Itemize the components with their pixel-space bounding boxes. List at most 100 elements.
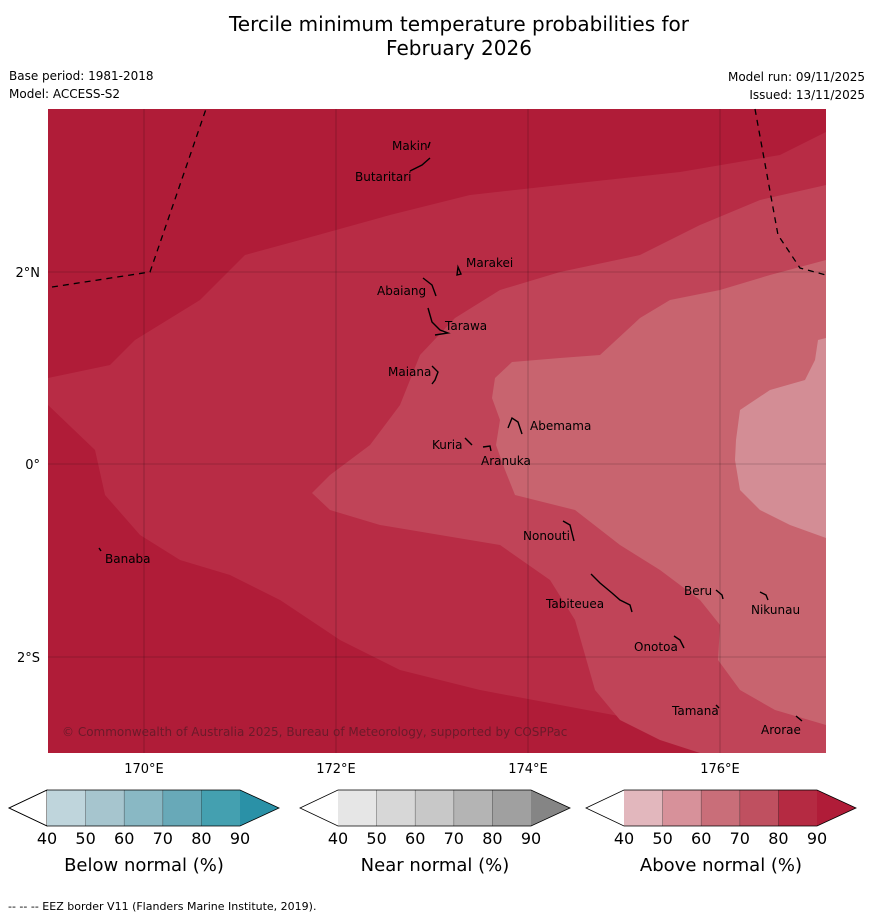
colorbar-below-normal: 40 50 60 70 80 90 Below normal (%) [8,789,280,876]
colorbar-above-segment-80-90 [778,790,817,826]
probability-field [48,109,826,753]
colorbar-above-tick-80: 80 [768,829,788,848]
eez-footnote: -- -- -- EEZ border V11 (Flanders Marine… [8,900,317,913]
colorbar-below-tick-70: 70 [153,829,173,848]
colorbar-below-tick-50: 50 [75,829,95,848]
island-abemama [507,416,523,435]
colorbar-near-segment-40-50 [338,790,377,826]
model-name: Model: ACCESS-S2 [9,87,121,101]
copyright-notice: © Commonwealth of Australia 2025, Bureau… [62,725,567,739]
colorbar-below-segment-50-60 [85,790,125,826]
colorbar-above-outline [585,789,857,827]
zone-above-60 [492,260,826,725]
colorbar-near-tick-60: 60 [405,829,425,848]
island-beru [715,589,724,600]
colorbar-above-segment-70-80 [739,790,779,826]
island-labels: Makin Butaritari Marakei Abaiang Tarawa … [105,139,801,737]
colorbar-above-tick-60: 60 [691,829,711,848]
zone-above-50 [735,338,826,538]
label-nikunau: Nikunau [751,603,800,617]
colorbar-below-tick-80: 80 [191,829,211,848]
label-abaiang: Abaiang [377,284,426,298]
island-maiana [431,365,439,385]
model-run: Model run: 09/11/2025 [727,70,865,84]
title-line-2: February 2026 [386,36,532,60]
label-abemama: Abemama [530,419,591,433]
lon-label-174e: 174°E [508,762,548,777]
colorbar-below-tick-60: 60 [114,829,134,848]
colorbar-near-segment-70-80 [453,790,493,826]
eez-borders [51,108,827,288]
island-nonouti [562,520,575,542]
colorbar-above-segment-50-60 [662,790,702,826]
colorbar-near-tick-70: 70 [444,829,464,848]
island-banaba [98,547,102,552]
colorbar-below-tick-90: 90 [230,829,250,848]
colorbar-above-segment-40-50 [624,790,663,826]
lon-label-170e: 170°E [124,762,164,777]
label-makin: Makin [392,139,428,153]
lon-label-176e: 176°E [700,762,740,777]
label-banaba: Banaba [105,552,151,566]
title-line-1: Tercile minimum temperature probabilitie… [228,12,690,36]
colorbar-above-tick-50: 50 [652,829,672,848]
island-arorae [795,715,803,722]
colorbar-above-max-arrow [817,790,856,826]
latitude-labels: 2°N 0° 2°S [16,266,41,666]
colorbar-above-min-arrow [586,790,624,826]
island-abaiang [422,277,437,297]
colorbar-below-max-arrow [240,790,279,826]
label-onotoa: Onotoa [634,640,678,654]
label-butaritari: Butaritari [355,170,412,184]
colorbar-above-tick-40: 40 [614,829,634,848]
island-tabiteuea [590,573,633,613]
label-arorae: Arorae [761,723,801,737]
colorbar-near-min-arrow [300,790,338,826]
island-onotoa [673,635,685,649]
label-aranuka: Aranuka [481,454,531,468]
label-tabiteuea: Tabiteuea [545,597,604,611]
colorbar-near-title: Near normal (%) [361,855,510,876]
colorbar-near-segment-60-70 [415,790,454,826]
label-maiana: Maiana [388,365,431,379]
lon-label-172e: 172°E [316,762,356,777]
colorbar-below-title: Below normal (%) [64,855,224,876]
eez-border-west [51,108,207,288]
colorbar-near-outline [299,789,571,827]
colorbar-near-max-arrow [531,790,570,826]
colorbar-near-segment-50-60 [376,790,416,826]
island-makin [427,141,431,149]
eez-border-east [754,108,827,276]
colorbar-near-normal: 40 50 60 70 80 90 Near normal (%) [299,789,571,876]
label-nonouti: Nonouti [523,529,570,543]
island-butaritari [409,157,431,172]
island-tamana [715,704,720,709]
colorbar-below-tick-40: 40 [37,829,57,848]
label-tarawa: Tarawa [444,319,487,333]
colorbar-above-tick-90: 90 [807,829,827,848]
colorbar-below-min-arrow [8,789,48,827]
colorbar-near-segment-80-90 [492,790,531,826]
colorbar-above-tick-70: 70 [730,829,750,848]
lat-label-2n: 2°N [16,266,41,281]
colorbar-near-tick-50: 50 [366,829,386,848]
label-marakei: Marakei [466,256,513,270]
islands [98,141,803,722]
colorbar-near-tick-80: 80 [482,829,502,848]
colorbar-near-tick-90: 90 [521,829,541,848]
map-title: Tercile minimum temperature probabilitie… [0,12,873,60]
island-marakei [456,264,462,276]
colorbar-above-normal: 40 50 60 70 80 90 Above normal (%) [585,789,857,876]
island-aranuka [482,445,492,452]
base-period: Base period: 1981-2018 [9,69,154,83]
island-kuria [464,437,473,446]
issued-date: Issued: 13/11/2025 [749,88,865,102]
label-beru: Beru [684,584,712,598]
colorbar-above-title: Above normal (%) [640,855,802,876]
label-kuria: Kuria [432,438,463,452]
colorbar-below-outline [8,789,280,827]
lat-label-2s: 2°S [17,651,40,666]
colorbar-below-segment-60-70 [124,790,163,826]
island-tarawa [427,307,451,336]
